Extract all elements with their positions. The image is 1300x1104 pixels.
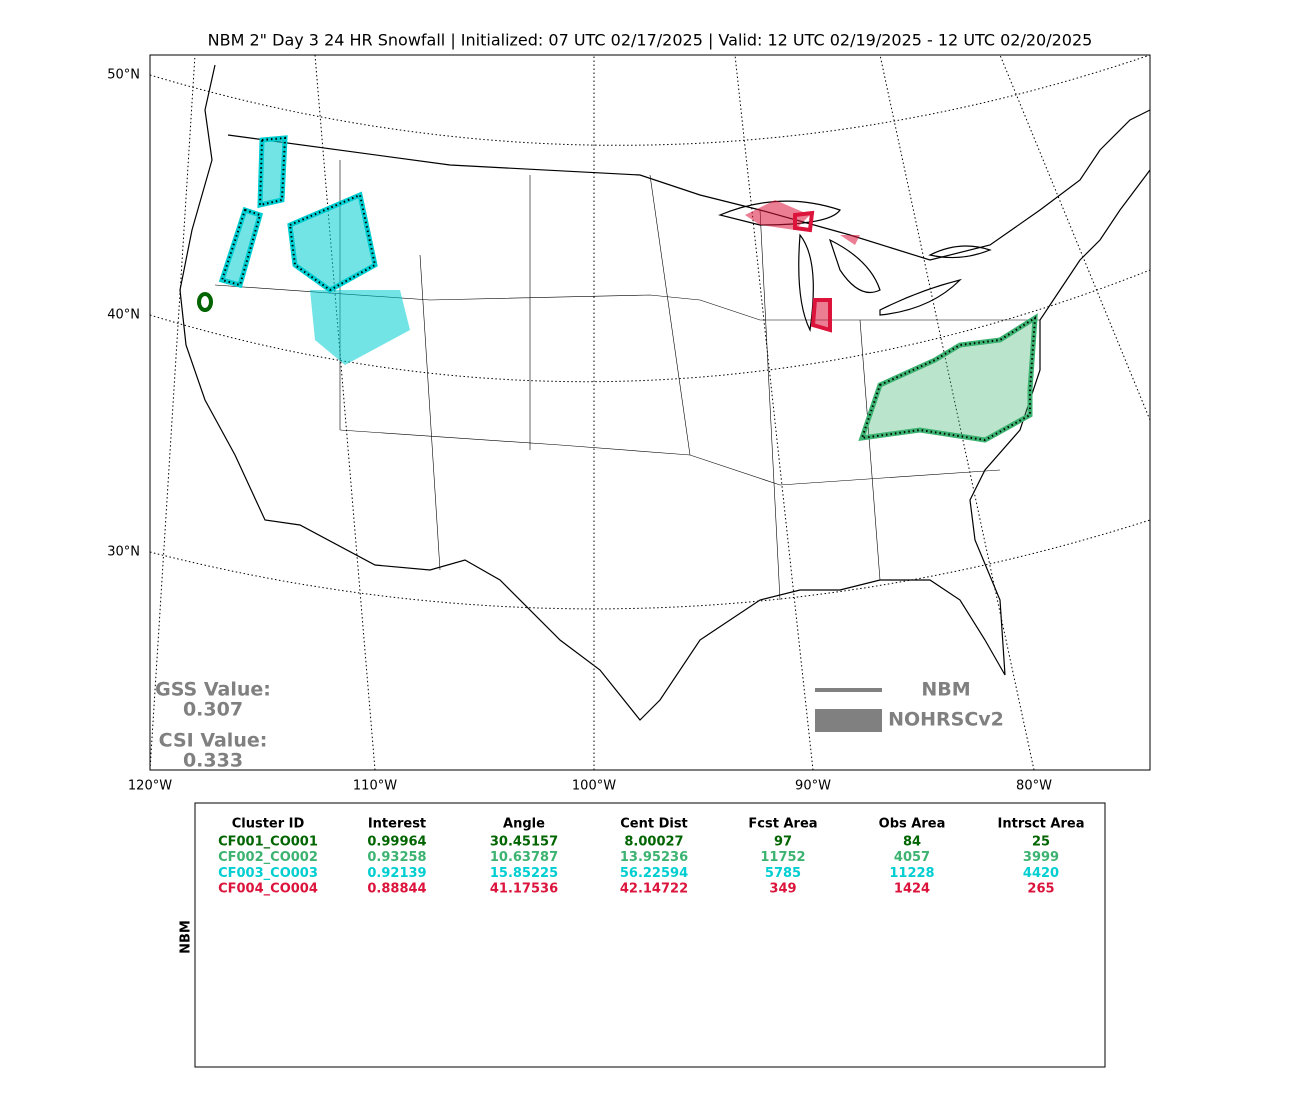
table-cell: CF001_CO001 bbox=[218, 835, 318, 850]
csi-value: 0.333 bbox=[183, 750, 243, 772]
table-cell: 30.45157 bbox=[490, 835, 558, 850]
table-side-label: NBM bbox=[179, 920, 194, 954]
table-cell: 8.00027 bbox=[624, 835, 683, 850]
table-cell: CF002_CO002 bbox=[218, 850, 318, 865]
table-cell: 15.85225 bbox=[490, 866, 558, 881]
lat-label: 50°N bbox=[107, 68, 140, 83]
table-cell: 42.14722 bbox=[620, 882, 688, 897]
table-cell: 349 bbox=[769, 882, 796, 897]
table-cell: 41.17536 bbox=[490, 882, 558, 897]
table-cell: 0.99964 bbox=[367, 835, 426, 850]
lon-label: 90°W bbox=[795, 779, 831, 794]
table-header: Obs Area bbox=[879, 817, 946, 832]
table-cell: 25 bbox=[1032, 835, 1050, 850]
table-header: Interest bbox=[368, 817, 426, 832]
table-cell: 5785 bbox=[765, 866, 801, 881]
table-header: Fcst Area bbox=[748, 817, 817, 832]
table-header: Cent Dist bbox=[620, 817, 688, 832]
table-cell: 0.92139 bbox=[367, 866, 426, 881]
great-lakes bbox=[718, 200, 992, 332]
table-cell: 0.88844 bbox=[367, 882, 426, 897]
map-frame bbox=[149, 54, 1151, 771]
table-cell: 265 bbox=[1027, 882, 1054, 897]
lon-label: 110°W bbox=[353, 779, 397, 794]
border bbox=[227, 109, 1151, 261]
table-header: Intrsct Area bbox=[998, 817, 1085, 832]
lon-label: 100°W bbox=[572, 779, 616, 794]
gss-label: GSS Value: bbox=[155, 679, 271, 701]
table-header: Cluster ID bbox=[232, 817, 305, 832]
table-cell: 56.22594 bbox=[620, 866, 688, 881]
legend-label: NOHRSCv2 bbox=[888, 709, 1004, 731]
table-cell: 13.95236 bbox=[620, 850, 688, 865]
legend-swatch bbox=[815, 709, 882, 732]
lon-label: 80°W bbox=[1016, 779, 1052, 794]
table-cell: 11752 bbox=[760, 850, 805, 865]
table-cell: 84 bbox=[903, 835, 921, 850]
table-cell: 4420 bbox=[1023, 866, 1059, 881]
legend-label: NBM bbox=[921, 679, 970, 701]
table-frame bbox=[194, 802, 1106, 1068]
table-cell: 97 bbox=[774, 835, 792, 850]
table-cell: 11228 bbox=[889, 866, 934, 881]
table-cell: 1424 bbox=[894, 882, 930, 897]
graticule bbox=[149, 54, 1151, 771]
table-cell: CF003_CO003 bbox=[218, 866, 318, 881]
table-cell: 10.63787 bbox=[490, 850, 558, 865]
csi-label: CSI Value: bbox=[159, 730, 268, 752]
map bbox=[149, 54, 1151, 771]
map-title: NBM 2" Day 3 24 HR Snowfall | Initialize… bbox=[208, 31, 1093, 50]
table-cell: CF004_CO004 bbox=[218, 882, 318, 897]
lon-label: 120°W bbox=[128, 779, 172, 794]
table-cell: 4057 bbox=[894, 850, 930, 865]
table-cell: 0.93258 bbox=[367, 850, 426, 865]
table-header: Angle bbox=[503, 817, 545, 832]
lat-label: 30°N bbox=[107, 545, 140, 560]
lat-label: 40°N bbox=[107, 308, 140, 323]
gss-value: 0.307 bbox=[183, 699, 243, 721]
table-cell: 3999 bbox=[1023, 850, 1059, 865]
snow-objects bbox=[197, 135, 1038, 443]
